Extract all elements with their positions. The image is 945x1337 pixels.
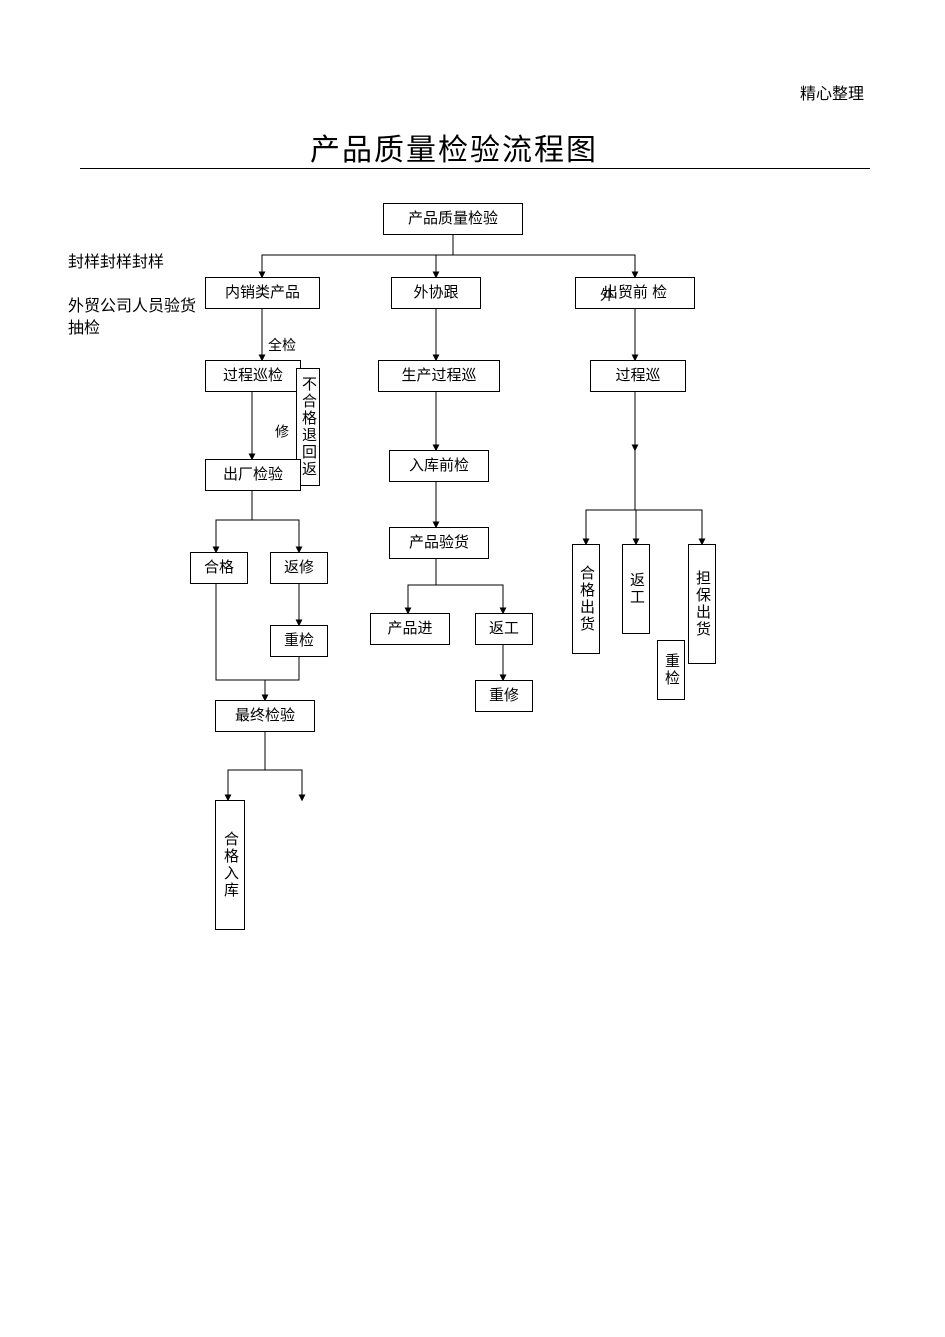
- node-mid5b: 返工: [475, 613, 533, 645]
- edge-label-lbl_full: 全检: [268, 335, 296, 355]
- node-left6: 最终检验: [215, 700, 315, 732]
- node-right4: 重检: [657, 640, 685, 700]
- node-right3b: 返工: [622, 544, 650, 634]
- node-root: 产品质量检验: [383, 203, 523, 235]
- header-note: 精心整理: [800, 80, 864, 104]
- node-mid6: 重修: [475, 680, 533, 712]
- node-right3a: 合格出货: [572, 544, 600, 654]
- edge-label-lbl_rep: 修: [272, 424, 292, 439]
- title-rule: [80, 168, 870, 169]
- node-mid2: 生产过程巡: [378, 360, 500, 392]
- node-left5: 重检: [270, 625, 328, 657]
- side-text-3: 抽检: [68, 314, 100, 338]
- node-mid1: 外协跟: [391, 277, 481, 309]
- node-left2: 过程巡检: [205, 360, 301, 392]
- node-right3c: 担保出货: [688, 544, 716, 664]
- node-left1: 内销类产品: [205, 277, 320, 309]
- node-mid4: 产品验货: [389, 527, 489, 559]
- node-mid3: 入库前检: [389, 450, 489, 482]
- node-left7: 合格入库: [215, 800, 245, 930]
- node-left4a: 合格: [190, 552, 248, 584]
- node-right2: 过程巡: [590, 360, 686, 392]
- node-right1: 出贸前 检: [575, 277, 695, 309]
- side-text-2: 外贸公司人员验货: [68, 292, 196, 316]
- node-mid5a: 产品进: [370, 613, 450, 645]
- page-title: 产品质量检验流程图: [310, 125, 598, 169]
- side-text-1: 封样封样封样: [68, 248, 164, 272]
- flow-edges: [0, 0, 945, 1337]
- node-right1b: 外: [600, 285, 614, 305]
- node-left3: 出厂检验: [205, 459, 301, 491]
- node-left4b: 返修: [270, 552, 328, 584]
